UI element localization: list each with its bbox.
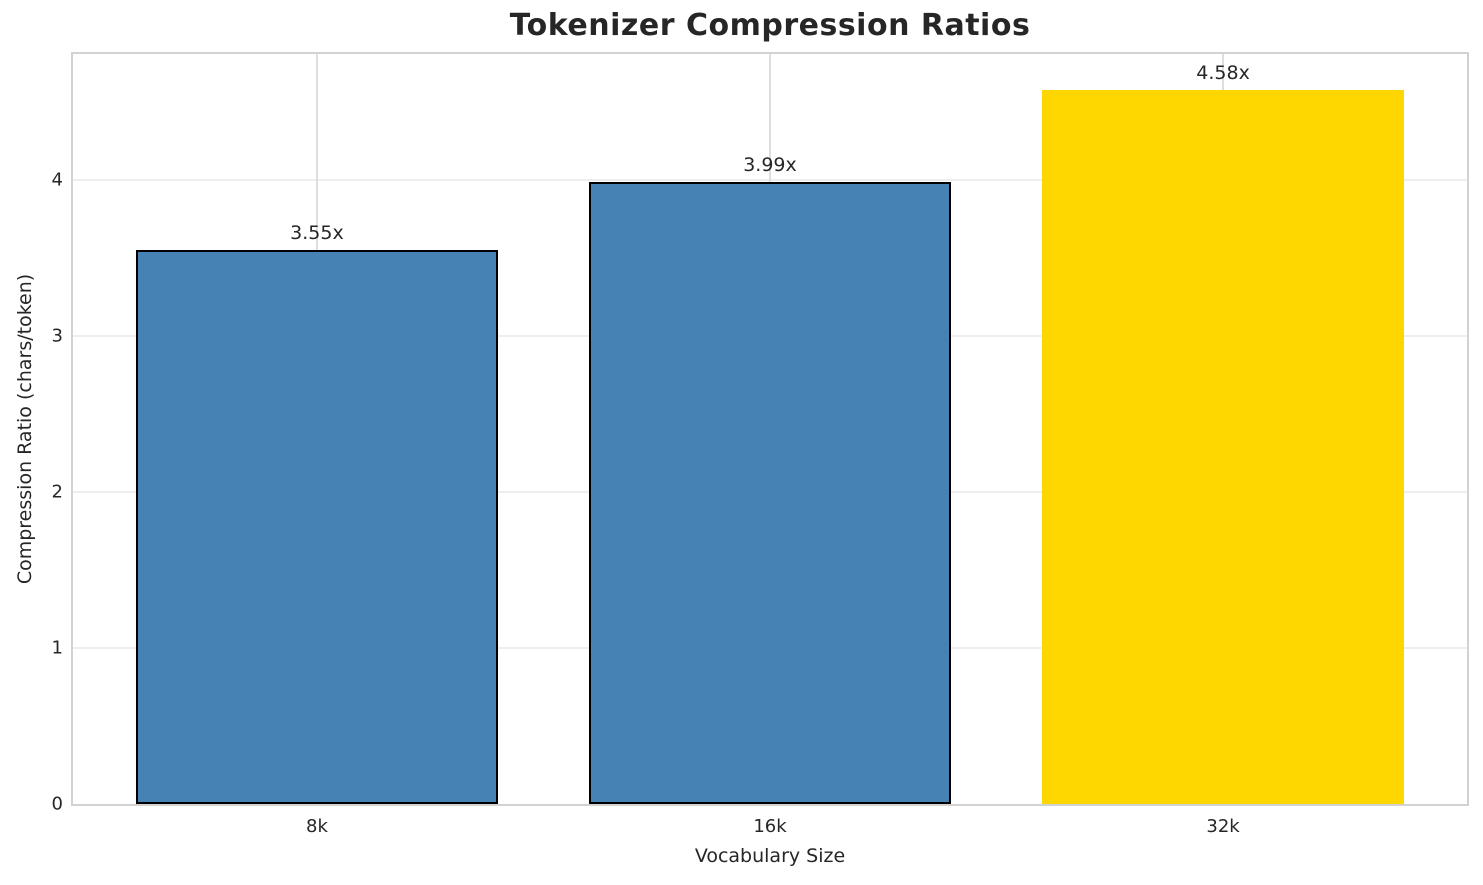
x-tick-label-32k: 32k: [1206, 816, 1240, 837]
y-tick-label-3: 3: [51, 325, 63, 347]
y-tick-label-4: 4: [51, 169, 63, 191]
chart-title: Tokenizer Compression Ratios: [509, 8, 1031, 43]
plot-area: 0 1 2 3 4 3.55x 8k 3.99x 16k 4.58x 32k: [52, 52, 1469, 837]
y-tick-label-2: 2: [51, 481, 63, 503]
bar-8k: [135, 250, 499, 804]
bar-value-label-32k: 4.58x: [1196, 61, 1250, 84]
bar-16k: [588, 181, 952, 804]
x-tick-label-16k: 16k: [753, 816, 787, 837]
x-axis-label: Vocabulary Size: [694, 845, 846, 867]
y-tick-label-0: 0: [51, 793, 63, 815]
y-axis-label: Compression Ratio (chars/token): [14, 273, 36, 585]
bar-value-label-16k: 3.99x: [743, 153, 797, 176]
bar-value-label-8k: 3.55x: [290, 222, 344, 245]
y-tick-label-1: 1: [51, 637, 63, 659]
x-tick-label-8k: 8k: [305, 816, 328, 837]
bar-32k: [1041, 89, 1405, 804]
